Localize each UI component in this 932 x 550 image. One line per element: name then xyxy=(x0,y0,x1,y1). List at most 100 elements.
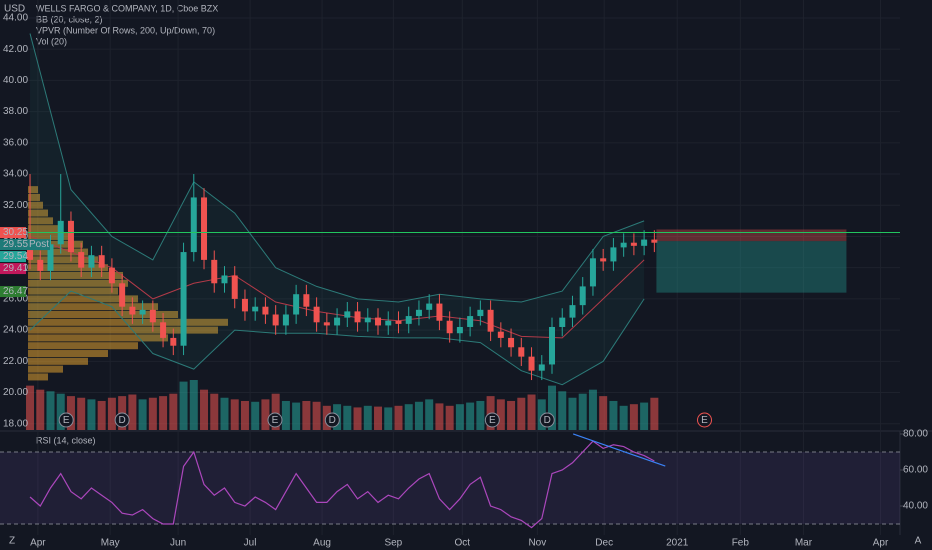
price-tag-label: 26.47 xyxy=(3,286,28,297)
candle-body xyxy=(630,242,637,246)
x-tick-label: Jun xyxy=(170,538,186,549)
event-marker xyxy=(539,412,555,428)
volume-profile-bar xyxy=(28,248,88,256)
candle-body xyxy=(129,306,136,315)
corner-icon[interactable]: Z xyxy=(9,536,15,547)
volume-bar xyxy=(609,400,618,430)
candle-body xyxy=(589,258,596,287)
candle-body xyxy=(180,252,187,346)
candle-body xyxy=(313,306,320,323)
price-tag-label: 30.25 xyxy=(3,227,28,238)
candle-body xyxy=(252,306,259,312)
volume-bar xyxy=(629,404,638,430)
candle-body xyxy=(405,316,412,324)
candle-body xyxy=(88,255,95,268)
candle-body xyxy=(78,252,85,268)
volume-bar xyxy=(220,397,229,430)
volume-bar xyxy=(87,399,96,430)
volume-profile-bar xyxy=(28,217,53,225)
candle-body xyxy=(518,347,525,357)
candle-body xyxy=(262,306,269,315)
y-tick-label: 44.00 xyxy=(3,13,28,24)
candle-body xyxy=(426,303,433,310)
volume-profile-bar xyxy=(28,186,38,194)
event-label: E xyxy=(272,415,279,426)
candle-body xyxy=(620,242,627,248)
corner-icon[interactable]: A xyxy=(915,536,922,547)
candle-body xyxy=(303,294,310,307)
volume-bar xyxy=(507,400,516,430)
candle-body xyxy=(119,283,126,307)
candle-body xyxy=(446,320,453,334)
volume-bar xyxy=(445,405,454,430)
candle-body xyxy=(293,294,300,315)
event-marker xyxy=(58,412,74,428)
candle-body xyxy=(364,317,371,323)
y-tick-label: 34.00 xyxy=(3,169,28,180)
y-tick-label: 22.00 xyxy=(3,356,28,367)
candle-body xyxy=(477,309,484,317)
x-tick-label: Aug xyxy=(313,538,331,549)
candle-body xyxy=(334,317,341,326)
volume-bar xyxy=(189,380,198,430)
candle-body xyxy=(272,314,279,326)
volume-bar xyxy=(435,403,444,430)
volume-bar xyxy=(251,401,260,430)
position-target-zone xyxy=(656,241,847,293)
candle-body xyxy=(231,275,238,299)
candle-body xyxy=(456,326,463,334)
volume-bar xyxy=(56,393,65,430)
candle-body xyxy=(569,305,576,318)
volume-bar xyxy=(599,396,608,430)
event-marker xyxy=(324,412,340,428)
volume-profile-bar xyxy=(28,193,40,201)
y-tick-label: 32.00 xyxy=(3,200,28,211)
volume-profile-bar xyxy=(28,303,158,311)
volume-profile-bar xyxy=(28,295,138,303)
volume-bar xyxy=(517,397,526,430)
volume-bar xyxy=(128,394,137,430)
volume-bar xyxy=(107,397,116,430)
candle-body xyxy=(385,320,392,326)
candle-body xyxy=(241,298,248,312)
x-tick-label: Apr xyxy=(873,538,889,549)
candle-body xyxy=(467,316,474,327)
candle-body xyxy=(37,259,44,271)
volume-bar xyxy=(343,405,352,430)
volume-bar xyxy=(455,404,464,430)
price-tag-label: 29.41 xyxy=(3,263,28,274)
candle-body xyxy=(354,311,361,323)
y-tick-label: 42.00 xyxy=(3,44,28,55)
rsi-tick-label: 40.00 xyxy=(903,501,928,512)
candle-body xyxy=(436,303,443,321)
volume-bar xyxy=(281,400,290,430)
volume-bar xyxy=(159,396,168,430)
volume-profile-bar xyxy=(28,271,123,279)
candle-body xyxy=(98,255,105,268)
rsi-line xyxy=(29,440,655,529)
x-tick-label: Sep xyxy=(384,538,402,549)
x-tick-label: Nov xyxy=(528,538,546,549)
candle-body xyxy=(395,320,402,324)
candle-body xyxy=(67,220,74,253)
volume-bar xyxy=(77,397,86,430)
x-tick-label: 2021 xyxy=(666,538,689,549)
event-label: E xyxy=(63,415,70,426)
candle-body xyxy=(375,317,382,326)
volume-profile-bar xyxy=(28,240,83,248)
volume-bar xyxy=(384,407,393,430)
rsi-title: RSI (14, close) xyxy=(36,435,96,445)
candle-body xyxy=(149,309,156,323)
y-tick-label: 36.00 xyxy=(3,137,28,148)
candle-body xyxy=(528,356,535,371)
candle-body xyxy=(600,258,607,262)
x-tick-label: Jul xyxy=(244,538,257,549)
rsi-band xyxy=(0,451,900,525)
candle-body xyxy=(160,322,167,338)
rsi-tick-label: 80.00 xyxy=(903,429,928,440)
indicator: BB (20, close, 2) xyxy=(36,14,103,24)
volume-bar xyxy=(261,399,270,430)
rsi-trendline xyxy=(572,433,666,467)
volume-profile-bar xyxy=(28,225,63,233)
